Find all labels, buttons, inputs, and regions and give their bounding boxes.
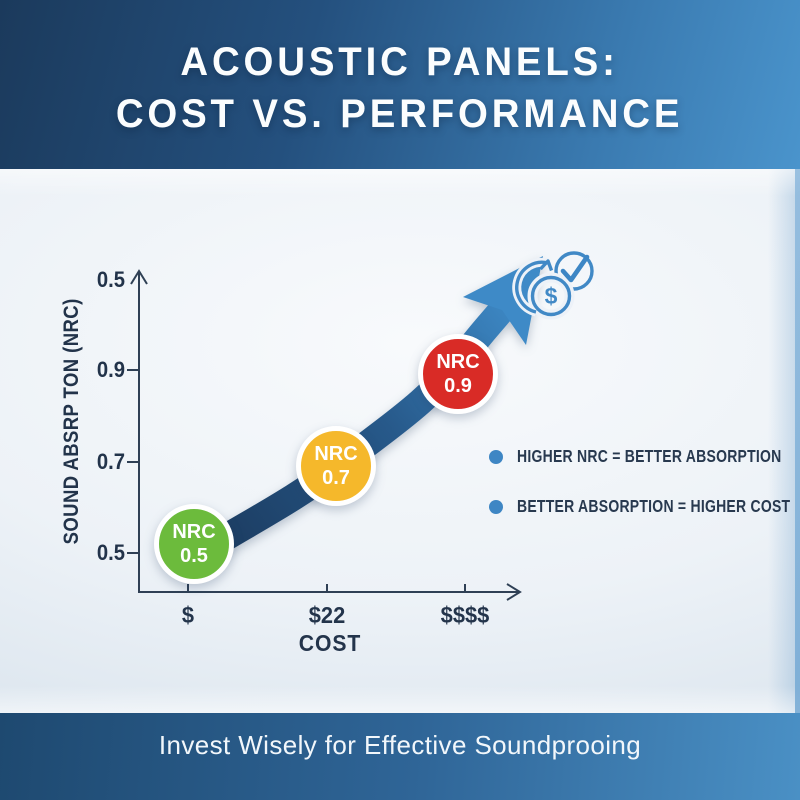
data-point-high: NRC 0.9 [418, 334, 498, 414]
trend-arrow-band [195, 297, 516, 563]
cost-increase-icon: $ [512, 257, 575, 320]
bullet-icon [489, 499, 503, 514]
checkmark-glyph [560, 254, 590, 283]
badge-mid-line1: NRC [314, 443, 357, 465]
page-title: ACOUSTIC PANELS: COST VS. PERFORMANCE [116, 36, 684, 140]
title-line-2: COST VS. PERFORMANCE [116, 91, 684, 136]
y-tick-0: 0.5 [96, 267, 125, 292]
y-tick-3: 0.5 [96, 540, 125, 565]
x-tick-0: $ [181, 602, 195, 628]
right-edge-accent [795, 169, 800, 713]
badge-low-line1: NRC [172, 521, 215, 543]
footer-banner: Invest Wisely for Effective Soundprooing [0, 713, 800, 800]
quality-check-icon [554, 251, 594, 291]
y-axis-label: SOUND ABSRP TON (NRC) [60, 298, 83, 545]
legend-item-2: BETTER ABSORPTION = HIGHER COST [489, 496, 800, 517]
badge-mid-line2: 0.7 [322, 467, 350, 489]
x-axis [138, 583, 522, 601]
header-banner: ACOUSTIC PANELS: COST VS. PERFORMANCE [0, 0, 800, 169]
x-axis-label: COST [298, 630, 362, 656]
badge-low-line2: 0.5 [180, 545, 208, 567]
legend-text-2: BETTER ABSORPTION = HIGHER COST [517, 496, 791, 516]
data-point-mid: NRC 0.7 [296, 426, 376, 506]
x-tick-1: $22 [308, 602, 346, 628]
legend-text-1: HIGHER NRC = BETTER ABSORPTION [517, 446, 782, 466]
title-line-1: ACOUSTIC PANELS: [180, 39, 620, 84]
badge-high-line1: NRC [436, 351, 479, 373]
footer-tagline: Invest Wisely for Effective Soundprooing [158, 730, 642, 760]
y-tick-2: 0.7 [96, 449, 125, 474]
legend-item-1: HIGHER NRC = BETTER ABSORPTION [489, 446, 800, 467]
bullet-icon [489, 449, 503, 464]
data-point-low: NRC 0.5 [154, 504, 234, 584]
y-tick-1: 0.9 [96, 357, 125, 382]
x-tick-2: $$$$ [440, 602, 490, 628]
badge-high-line2: 0.9 [444, 375, 472, 397]
chart-background [0, 169, 800, 713]
dollar-glyph: $ [545, 283, 558, 309]
y-axis [127, 269, 148, 592]
